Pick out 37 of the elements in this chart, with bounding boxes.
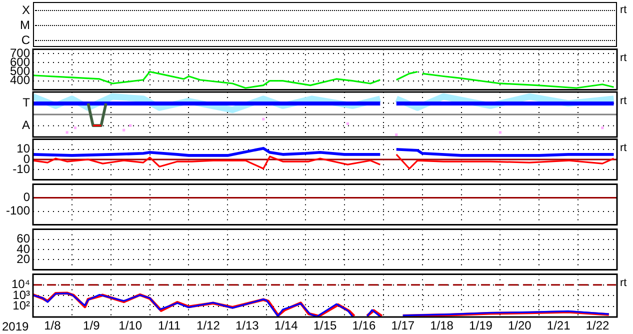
x-tick-label: 1/8 xyxy=(44,318,62,333)
text: A xyxy=(22,118,30,132)
x-tick-label: 1/20 xyxy=(508,318,532,333)
chart-subtitle: rt xyxy=(620,277,627,290)
text: T xyxy=(22,96,31,110)
x-tick-label: 1/9 xyxy=(83,318,100,333)
point xyxy=(122,128,126,132)
point xyxy=(74,126,76,130)
point xyxy=(346,122,349,125)
text: rt xyxy=(620,4,627,17)
point xyxy=(498,131,502,134)
x-tick-label: 1/11 xyxy=(158,318,181,333)
x-tick-label: 1/13 xyxy=(235,318,260,333)
y-tick-label: -100 xyxy=(6,204,30,218)
x-tick-label: 1/22 xyxy=(586,318,610,333)
x-axis-title: 2019 xyxy=(2,319,30,334)
x-tick-label: 1/10 xyxy=(118,318,142,333)
x-tick-label: 1/16 xyxy=(352,318,376,333)
chart-subtitle: rt xyxy=(620,95,627,108)
x-tick-label: 1/17 xyxy=(391,318,415,333)
point xyxy=(395,133,398,136)
y-tick-label: 0 xyxy=(23,190,30,204)
x-tick-label: 1/19 xyxy=(469,318,493,333)
text: M xyxy=(20,18,30,32)
point xyxy=(601,126,604,130)
chart-subtitle: rt xyxy=(620,52,627,64)
point xyxy=(129,124,132,127)
x-tick-label: 1/18 xyxy=(430,318,454,333)
text: X xyxy=(22,2,30,16)
point xyxy=(66,131,68,134)
x-tick-label: 1/12 xyxy=(196,318,220,333)
point xyxy=(262,118,265,120)
x-tick-label: 1/21 xyxy=(546,318,571,333)
x-tick-label: 1/14 xyxy=(274,318,298,333)
text: C xyxy=(21,32,30,46)
chart-subtitle: rt xyxy=(620,142,627,154)
x-tick-label: 1/15 xyxy=(313,318,337,333)
